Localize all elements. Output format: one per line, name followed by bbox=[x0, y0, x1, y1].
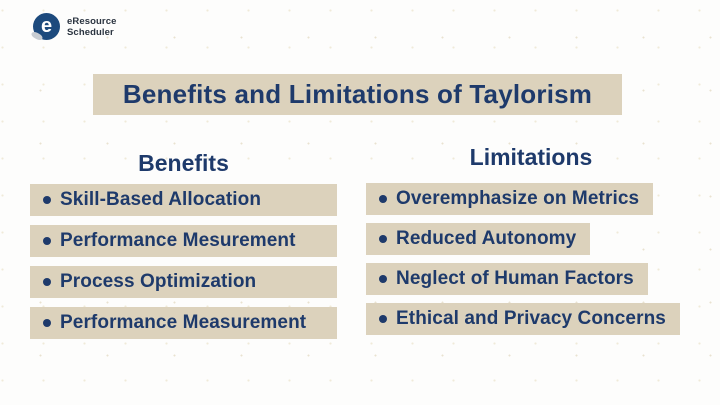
list-item: Performance Measurement bbox=[30, 307, 337, 339]
list-item-label: Performance Measurement bbox=[60, 312, 307, 333]
brand-name-line1: eResource bbox=[67, 15, 117, 27]
bullet-icon bbox=[43, 237, 51, 245]
list-item: Reduced Autonomy bbox=[366, 223, 591, 255]
limitations-list: Overemphasize on Metrics Reduced Autonom… bbox=[366, 183, 696, 335]
limitations-header: Limitations bbox=[469, 144, 593, 170]
list-item-label: Overemphasize on Metrics bbox=[396, 188, 640, 209]
list-item-label: Process Optimization bbox=[60, 271, 257, 292]
benefits-list: Skill-Based Allocation Performance Mesur… bbox=[30, 184, 337, 339]
brand-name: eResource Scheduler bbox=[67, 16, 116, 38]
list-item: Performance Mesurement bbox=[30, 225, 337, 257]
bullet-icon bbox=[43, 278, 51, 286]
title-highlight-bar: Benefits and Limitations of Taylorism bbox=[93, 74, 622, 115]
list-item: Neglect of Human Factors bbox=[366, 263, 648, 295]
limitations-column: Limitations Overemphasize on Metrics Red… bbox=[366, 142, 696, 335]
list-item-label: Performance Mesurement bbox=[60, 230, 296, 251]
benefits-column: Benefits Skill-Based Allocation Performa… bbox=[30, 148, 337, 339]
list-item-label: Reduced Autonomy bbox=[396, 228, 577, 249]
benefits-header: Benefits bbox=[138, 150, 229, 176]
brand-name-line2: Scheduler bbox=[67, 26, 114, 38]
list-item: Ethical and Privacy Concerns bbox=[366, 303, 680, 335]
list-item-label: Ethical and Privacy Concerns bbox=[396, 308, 666, 329]
list-item: Overemphasize on Metrics bbox=[366, 183, 654, 215]
list-item: Skill-Based Allocation bbox=[30, 184, 337, 216]
list-item: Process Optimization bbox=[30, 266, 337, 298]
logo-letter: e bbox=[40, 14, 53, 37]
list-item-label: Neglect of Human Factors bbox=[396, 268, 634, 289]
list-item-label: Skill-Based Allocation bbox=[60, 189, 262, 210]
bullet-icon bbox=[379, 195, 387, 203]
eresource-logo-icon: e bbox=[30, 13, 60, 42]
bullet-icon bbox=[379, 315, 387, 323]
bullet-icon bbox=[43, 319, 51, 327]
bullet-icon bbox=[43, 196, 51, 204]
bullet-icon bbox=[379, 275, 387, 283]
brand-logo: e eResource Scheduler bbox=[30, 13, 116, 42]
page-title: Benefits and Limitations of Taylorism bbox=[122, 79, 593, 109]
bullet-icon bbox=[379, 235, 387, 243]
